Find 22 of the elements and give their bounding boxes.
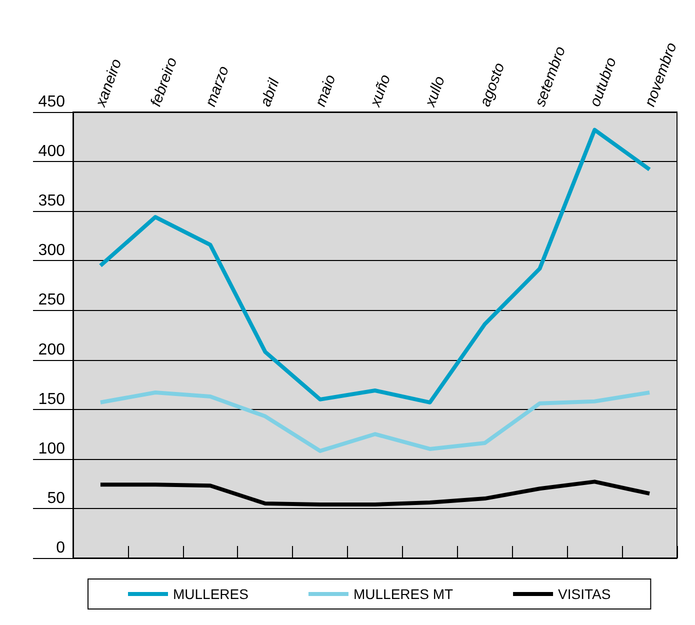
legend-label: MULLERES MT (353, 586, 454, 602)
y-tick-label: 450 (38, 94, 66, 110)
x-tick-label: outubro (586, 55, 620, 109)
x-tick-label: xuño (366, 72, 394, 110)
y-tick-label: 350 (38, 192, 66, 210)
y-tick-label: 150 (38, 390, 66, 408)
y-tick-label: 200 (38, 341, 66, 358)
y-tick-label: 100 (38, 440, 66, 458)
x-tick-label: xullo (422, 74, 448, 110)
y-tick-label: 300 (38, 242, 66, 260)
y-tick-label: 0 (56, 540, 66, 556)
y-tick-label: 400 (38, 143, 66, 160)
x-tick-label: maio (312, 72, 340, 109)
y-tick-label: 250 (38, 292, 66, 309)
y-tick-label: 50 (47, 490, 66, 507)
legend-label: VISITAS (558, 586, 611, 602)
legend-label: MULLERES (173, 586, 248, 602)
x-tick-label: febreiro (147, 55, 181, 109)
x-tick-label: abril (257, 76, 284, 109)
x-tick-label: agosto (476, 60, 508, 109)
x-tick-label: xaneiro (92, 56, 126, 110)
x-tick-label: marzo (202, 64, 233, 109)
